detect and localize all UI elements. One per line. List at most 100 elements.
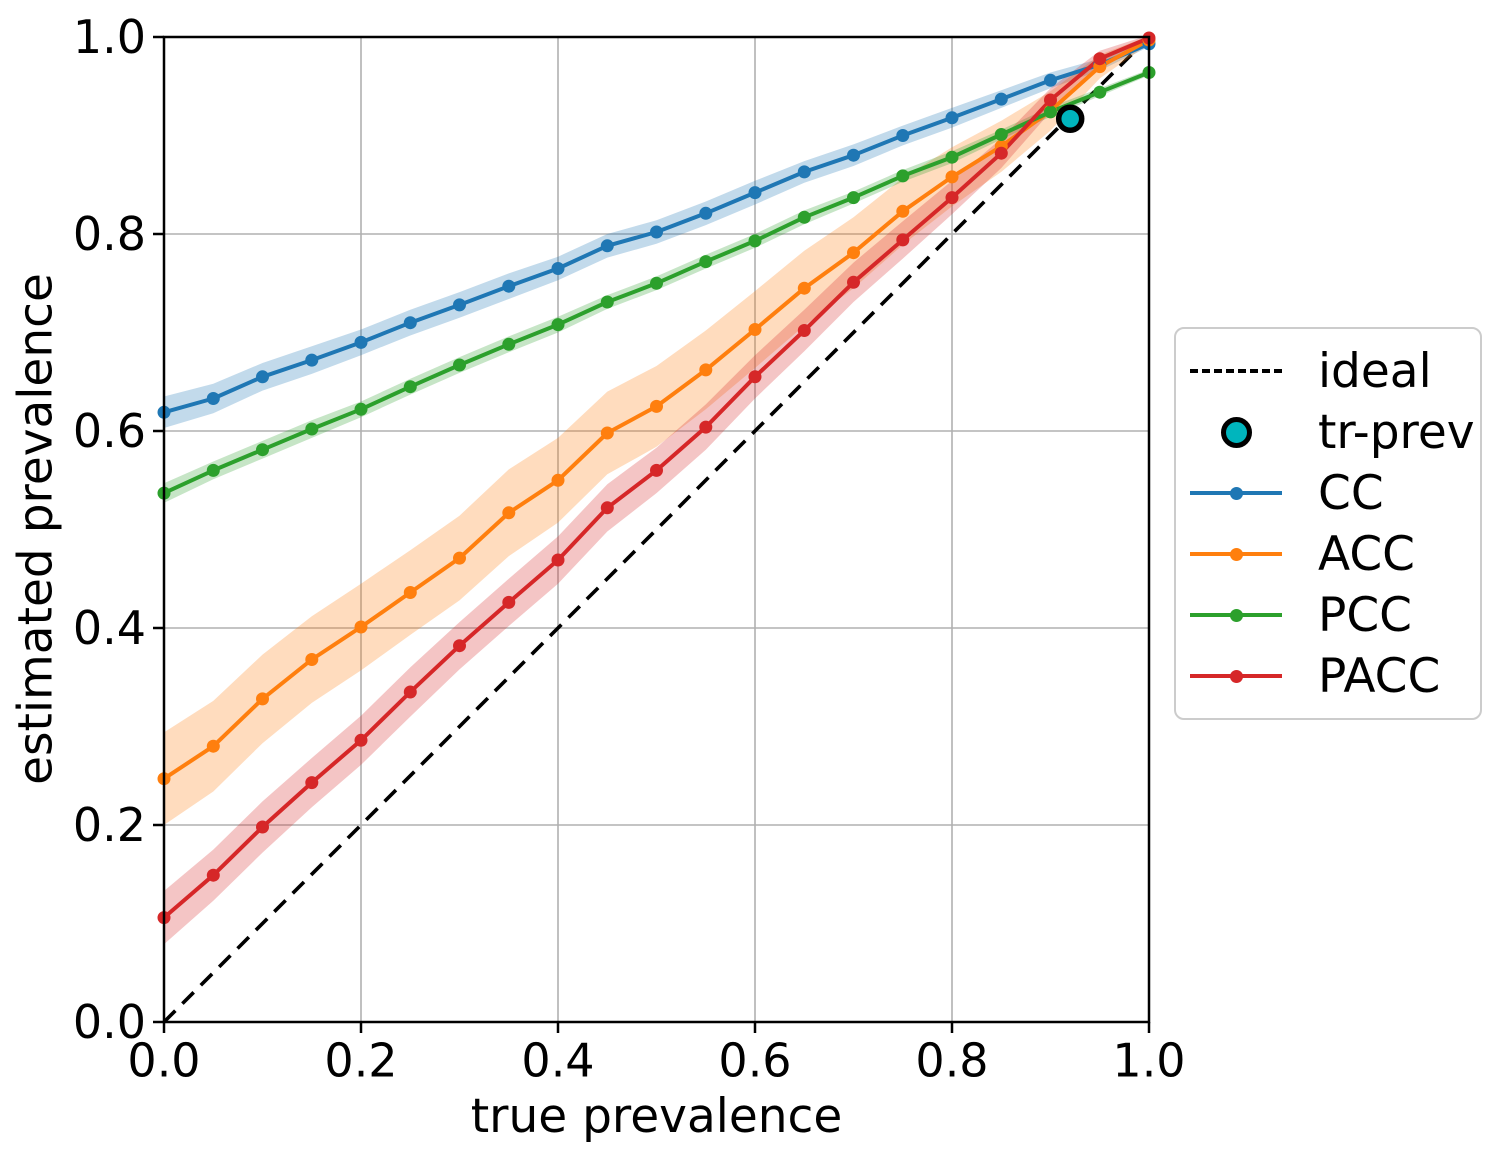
legend-label-pacc: PACC — [1318, 648, 1441, 704]
acc-marker — [453, 551, 466, 565]
pacc-marker — [1044, 93, 1057, 107]
legend-label-ideal: ideal — [1318, 343, 1432, 399]
pcc-marker — [699, 255, 713, 269]
pacc-marker — [256, 820, 269, 834]
pcc-marker — [600, 295, 614, 309]
cc-marker — [994, 92, 1008, 106]
legend-item-pcc: PCC — [1190, 589, 1480, 641]
legend-item-acc: ACC — [1190, 528, 1480, 580]
cc-marker — [847, 148, 860, 162]
pacc-marker — [748, 370, 762, 384]
pcc-marker — [847, 191, 860, 205]
y-tick-label: 0.4 — [73, 601, 146, 655]
acc-marker — [945, 170, 959, 184]
pacc-marker — [403, 685, 417, 699]
acc-marker — [896, 204, 910, 218]
y-tick-label: 0.0 — [73, 995, 146, 1049]
pcc-marker — [994, 128, 1008, 141]
pacc-marker — [699, 420, 713, 434]
acc-marker — [797, 281, 811, 295]
acc-band — [164, 36, 1149, 825]
tr-prev-point — [1055, 104, 1085, 134]
x-tick-label: 0.2 — [324, 1033, 397, 1087]
pcc-marker — [1093, 85, 1107, 99]
cc-marker — [403, 316, 417, 330]
legend-label-cc: CC — [1318, 465, 1384, 521]
acc-marker — [305, 653, 319, 666]
pacc-marker — [650, 463, 663, 477]
pacc-marker — [600, 501, 614, 515]
pacc-marker — [797, 324, 811, 337]
pcc-marker — [945, 150, 959, 164]
pacc-line-icon — [1190, 661, 1282, 691]
cc-marker — [206, 392, 220, 405]
legend-item-cc: CC — [1190, 467, 1480, 519]
pcc-marker — [1044, 105, 1057, 119]
x-tick-label: 1.0 — [1112, 1033, 1185, 1087]
x-tick-label: 0.6 — [718, 1033, 791, 1087]
y-tick-label: 0.8 — [73, 207, 146, 261]
x-axis-label: true prevalence — [470, 1089, 843, 1144]
acc-marker — [502, 506, 516, 520]
y-tick-label: 0.6 — [73, 404, 146, 458]
pacc-marker — [551, 553, 565, 567]
acc-marker — [256, 692, 269, 706]
pcc-line-icon — [1190, 600, 1282, 630]
y-tick-label: 0.2 — [73, 798, 146, 852]
ideal-line — [162, 35, 1151, 1024]
pacc-marker — [453, 639, 466, 653]
acc-marker — [600, 426, 614, 440]
legend-label-tr-prev: tr-prev — [1318, 404, 1475, 460]
pcc-marker — [354, 402, 368, 416]
cc-marker — [256, 370, 269, 384]
acc-marker — [551, 473, 565, 487]
pacc-marker — [994, 146, 1008, 160]
pacc-marker — [206, 868, 220, 882]
pcc-marker — [206, 463, 220, 477]
pcc-marker — [650, 276, 663, 290]
cc-marker — [1044, 73, 1057, 87]
pcc-marker — [896, 169, 910, 183]
legend: ideal tr-prev CC ACC PCC PACC — [1174, 327, 1482, 720]
ideal-dash-icon — [1190, 356, 1282, 386]
cc-marker — [748, 186, 762, 200]
pacc-marker — [305, 776, 319, 790]
cc-marker — [699, 206, 713, 220]
acc-marker — [748, 323, 762, 336]
cc-marker — [600, 239, 614, 253]
legend-item-pacc: PACC — [1190, 650, 1480, 702]
cc-marker — [453, 298, 466, 312]
y-tick-label: 1.0 — [73, 10, 146, 64]
pacc-marker — [896, 233, 910, 247]
pcc-marker — [305, 422, 319, 436]
acc-marker — [354, 620, 368, 634]
cc-marker — [305, 353, 319, 367]
acc-marker — [206, 739, 220, 753]
acc-marker — [650, 399, 663, 413]
pcc-marker — [502, 337, 516, 351]
legend-label-pcc: PCC — [1318, 587, 1412, 643]
cc-marker — [797, 165, 811, 179]
pacc-marker — [1093, 52, 1107, 66]
y-axis-label: estimated prevalence — [8, 273, 64, 785]
acc-marker — [403, 586, 417, 599]
pacc-marker — [354, 733, 368, 747]
pacc-marker — [945, 191, 959, 205]
acc-marker — [699, 363, 713, 377]
cc-marker — [650, 225, 663, 239]
legend-item-ideal: ideal — [1190, 345, 1480, 397]
cc-marker — [896, 129, 910, 142]
pcc-marker — [748, 234, 762, 248]
cc-line-icon — [1190, 478, 1282, 508]
pcc-marker — [256, 443, 269, 457]
acc-marker — [847, 246, 860, 260]
x-tick-label: 0.8 — [915, 1033, 988, 1087]
tr-prev-marker-icon — [1190, 416, 1282, 448]
legend-label-acc: ACC — [1318, 526, 1415, 582]
plot-frame — [162, 35, 1151, 1024]
pacc-band — [164, 35, 1149, 945]
pcc-marker — [797, 210, 811, 224]
pacc-marker — [502, 595, 516, 609]
